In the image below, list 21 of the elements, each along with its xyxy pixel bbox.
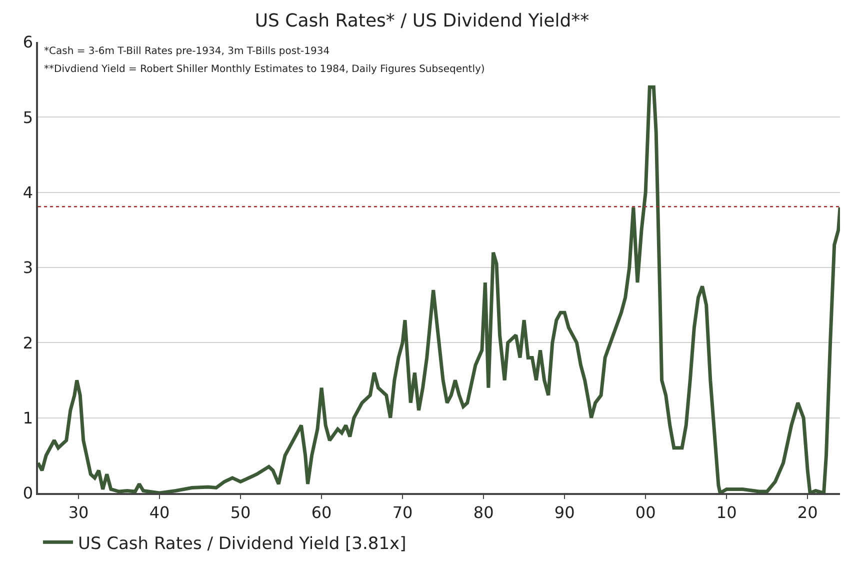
annotation: **Divdiend Yield = Robert Shiller Monthly Estimates to 1984, Daily Figures Subseqently) xyxy=(44,64,485,75)
x-tick-label: 30 xyxy=(68,502,89,522)
x-tick-label: 50 xyxy=(230,502,251,522)
y-tick-label: 0 xyxy=(22,484,34,503)
x-tick-label: 10 xyxy=(716,502,737,522)
y-tick-label: 5 xyxy=(22,108,34,127)
chart-title: US Cash Rates* / US Dividend Yield** xyxy=(254,10,590,32)
x-tick-label: 90 xyxy=(554,502,575,522)
x-tick-label: 60 xyxy=(311,502,332,522)
legend-label: US Cash Rates / Dividend Yield [3.81x] xyxy=(78,534,406,554)
y-tick-label: 6 xyxy=(22,32,34,52)
x-tick-label: 70 xyxy=(392,502,413,522)
x-tick-label: 80 xyxy=(473,502,494,522)
x-tick-label: 00 xyxy=(635,502,656,522)
y-tick-label: 3 xyxy=(22,258,34,278)
annotation: *Cash = 3-6m T-Bill Rates pre-1934, 3m T-Bills post-1934 xyxy=(44,46,330,57)
x-tick-label: 20 xyxy=(797,502,818,522)
y-tick-label: 2 xyxy=(22,333,34,352)
y-tick-label: 4 xyxy=(22,182,34,202)
x-tick-label: 40 xyxy=(149,502,170,522)
y-tick-label: 1 xyxy=(22,408,34,428)
